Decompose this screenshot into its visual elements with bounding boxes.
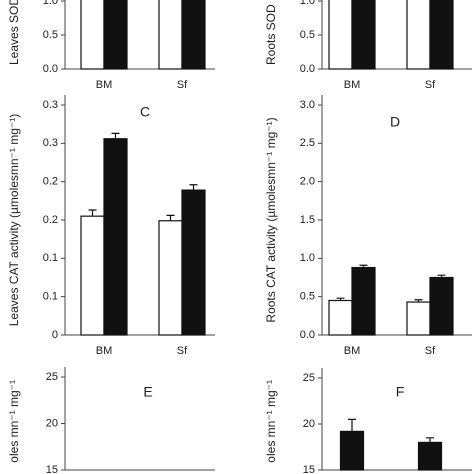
error-bar (88, 209, 97, 217)
y-tick-label: 0.2 (43, 214, 58, 226)
error-bar (189, 184, 198, 191)
panel-letter: D (390, 114, 400, 130)
y-axis-label: Roots CAT activity (µmolesmn⁻¹ mg⁻¹) (264, 117, 278, 322)
y-axis-label: oles mn⁻¹ mg⁻¹ (264, 380, 278, 463)
y-tick-label: 0.3 (43, 99, 58, 111)
bar (351, 266, 376, 336)
x-tick-label: Sf (177, 345, 188, 357)
y-tick-label: 0.1 (43, 252, 58, 264)
y-axis-label: Leaves SOD (7, 0, 21, 65)
y-tick-label: 0.0 (300, 329, 315, 341)
bar (429, 276, 454, 336)
bar (429, 0, 454, 70)
y-tick-label: 0.3 (43, 137, 58, 149)
y-tick-label: 0 (52, 329, 58, 341)
error-bar (414, 299, 423, 303)
y-tick-label: 1.0 (43, 0, 58, 7)
bar (158, 0, 183, 70)
y-tick-label: 15 (303, 464, 315, 474)
bar (103, 138, 128, 336)
y-tick-label: 0.0 (300, 63, 315, 75)
y-tick-label: 0.2 (43, 176, 58, 188)
y-tick-label: 3.0 (300, 99, 315, 111)
bar (328, 0, 353, 70)
bar (339, 430, 365, 471)
bar (181, 189, 206, 336)
x-tick-label: Sf (177, 79, 188, 91)
x-tick-label: Sf (425, 79, 436, 91)
bar (328, 299, 353, 336)
bar (351, 0, 376, 70)
y-axis-label: Leaves CAT activity (µmolesmn⁻¹ mg⁻¹) (7, 114, 21, 327)
error-bar (359, 264, 368, 268)
x-tick-label: BM (96, 345, 113, 357)
panel-letter: C (140, 104, 150, 120)
error-bar (336, 297, 345, 301)
y-tick-label: 25 (303, 372, 315, 384)
error-bar (426, 437, 434, 443)
y-tick-label: 1.0 (300, 0, 315, 7)
y-tick-label: 0.1 (43, 291, 58, 303)
bar (103, 0, 128, 70)
x-tick-label: BM (344, 345, 361, 357)
bar (406, 0, 431, 70)
bar (80, 0, 105, 70)
y-tick-label: 1.0 (300, 252, 315, 264)
x-tick-label: Sf (425, 345, 436, 357)
y-tick-label: 15 (46, 464, 58, 474)
panel-letter: E (143, 384, 152, 400)
bar (406, 301, 431, 336)
error-bar (111, 132, 120, 139)
bar (80, 215, 105, 336)
y-tick-label: 0.5 (300, 291, 315, 303)
y-tick-label: 0.5 (43, 29, 58, 41)
y-tick-label: 0.0 (43, 63, 58, 75)
y-tick-label: 20 (303, 418, 315, 430)
y-axis-label: Roots SOD (264, 4, 278, 65)
x-tick-label: BM (344, 79, 361, 91)
error-bar (166, 214, 175, 221)
y-tick-label: 2.5 (300, 137, 315, 149)
error-bar (348, 418, 356, 432)
error-bar (437, 274, 446, 278)
y-tick-label: 1.5 (300, 214, 315, 226)
y-tick-label: 0.5 (300, 29, 315, 41)
bar (417, 441, 443, 471)
x-tick-label: BM (96, 79, 113, 91)
y-tick-label: 20 (46, 417, 58, 429)
y-axis-label: oles mn⁻¹ mg⁻¹ (7, 380, 21, 463)
y-tick-label: 25 (46, 371, 58, 383)
bar (158, 220, 183, 336)
panel-letter: F (396, 384, 405, 400)
y-tick-label: 2.0 (300, 176, 315, 188)
bar (181, 0, 206, 70)
